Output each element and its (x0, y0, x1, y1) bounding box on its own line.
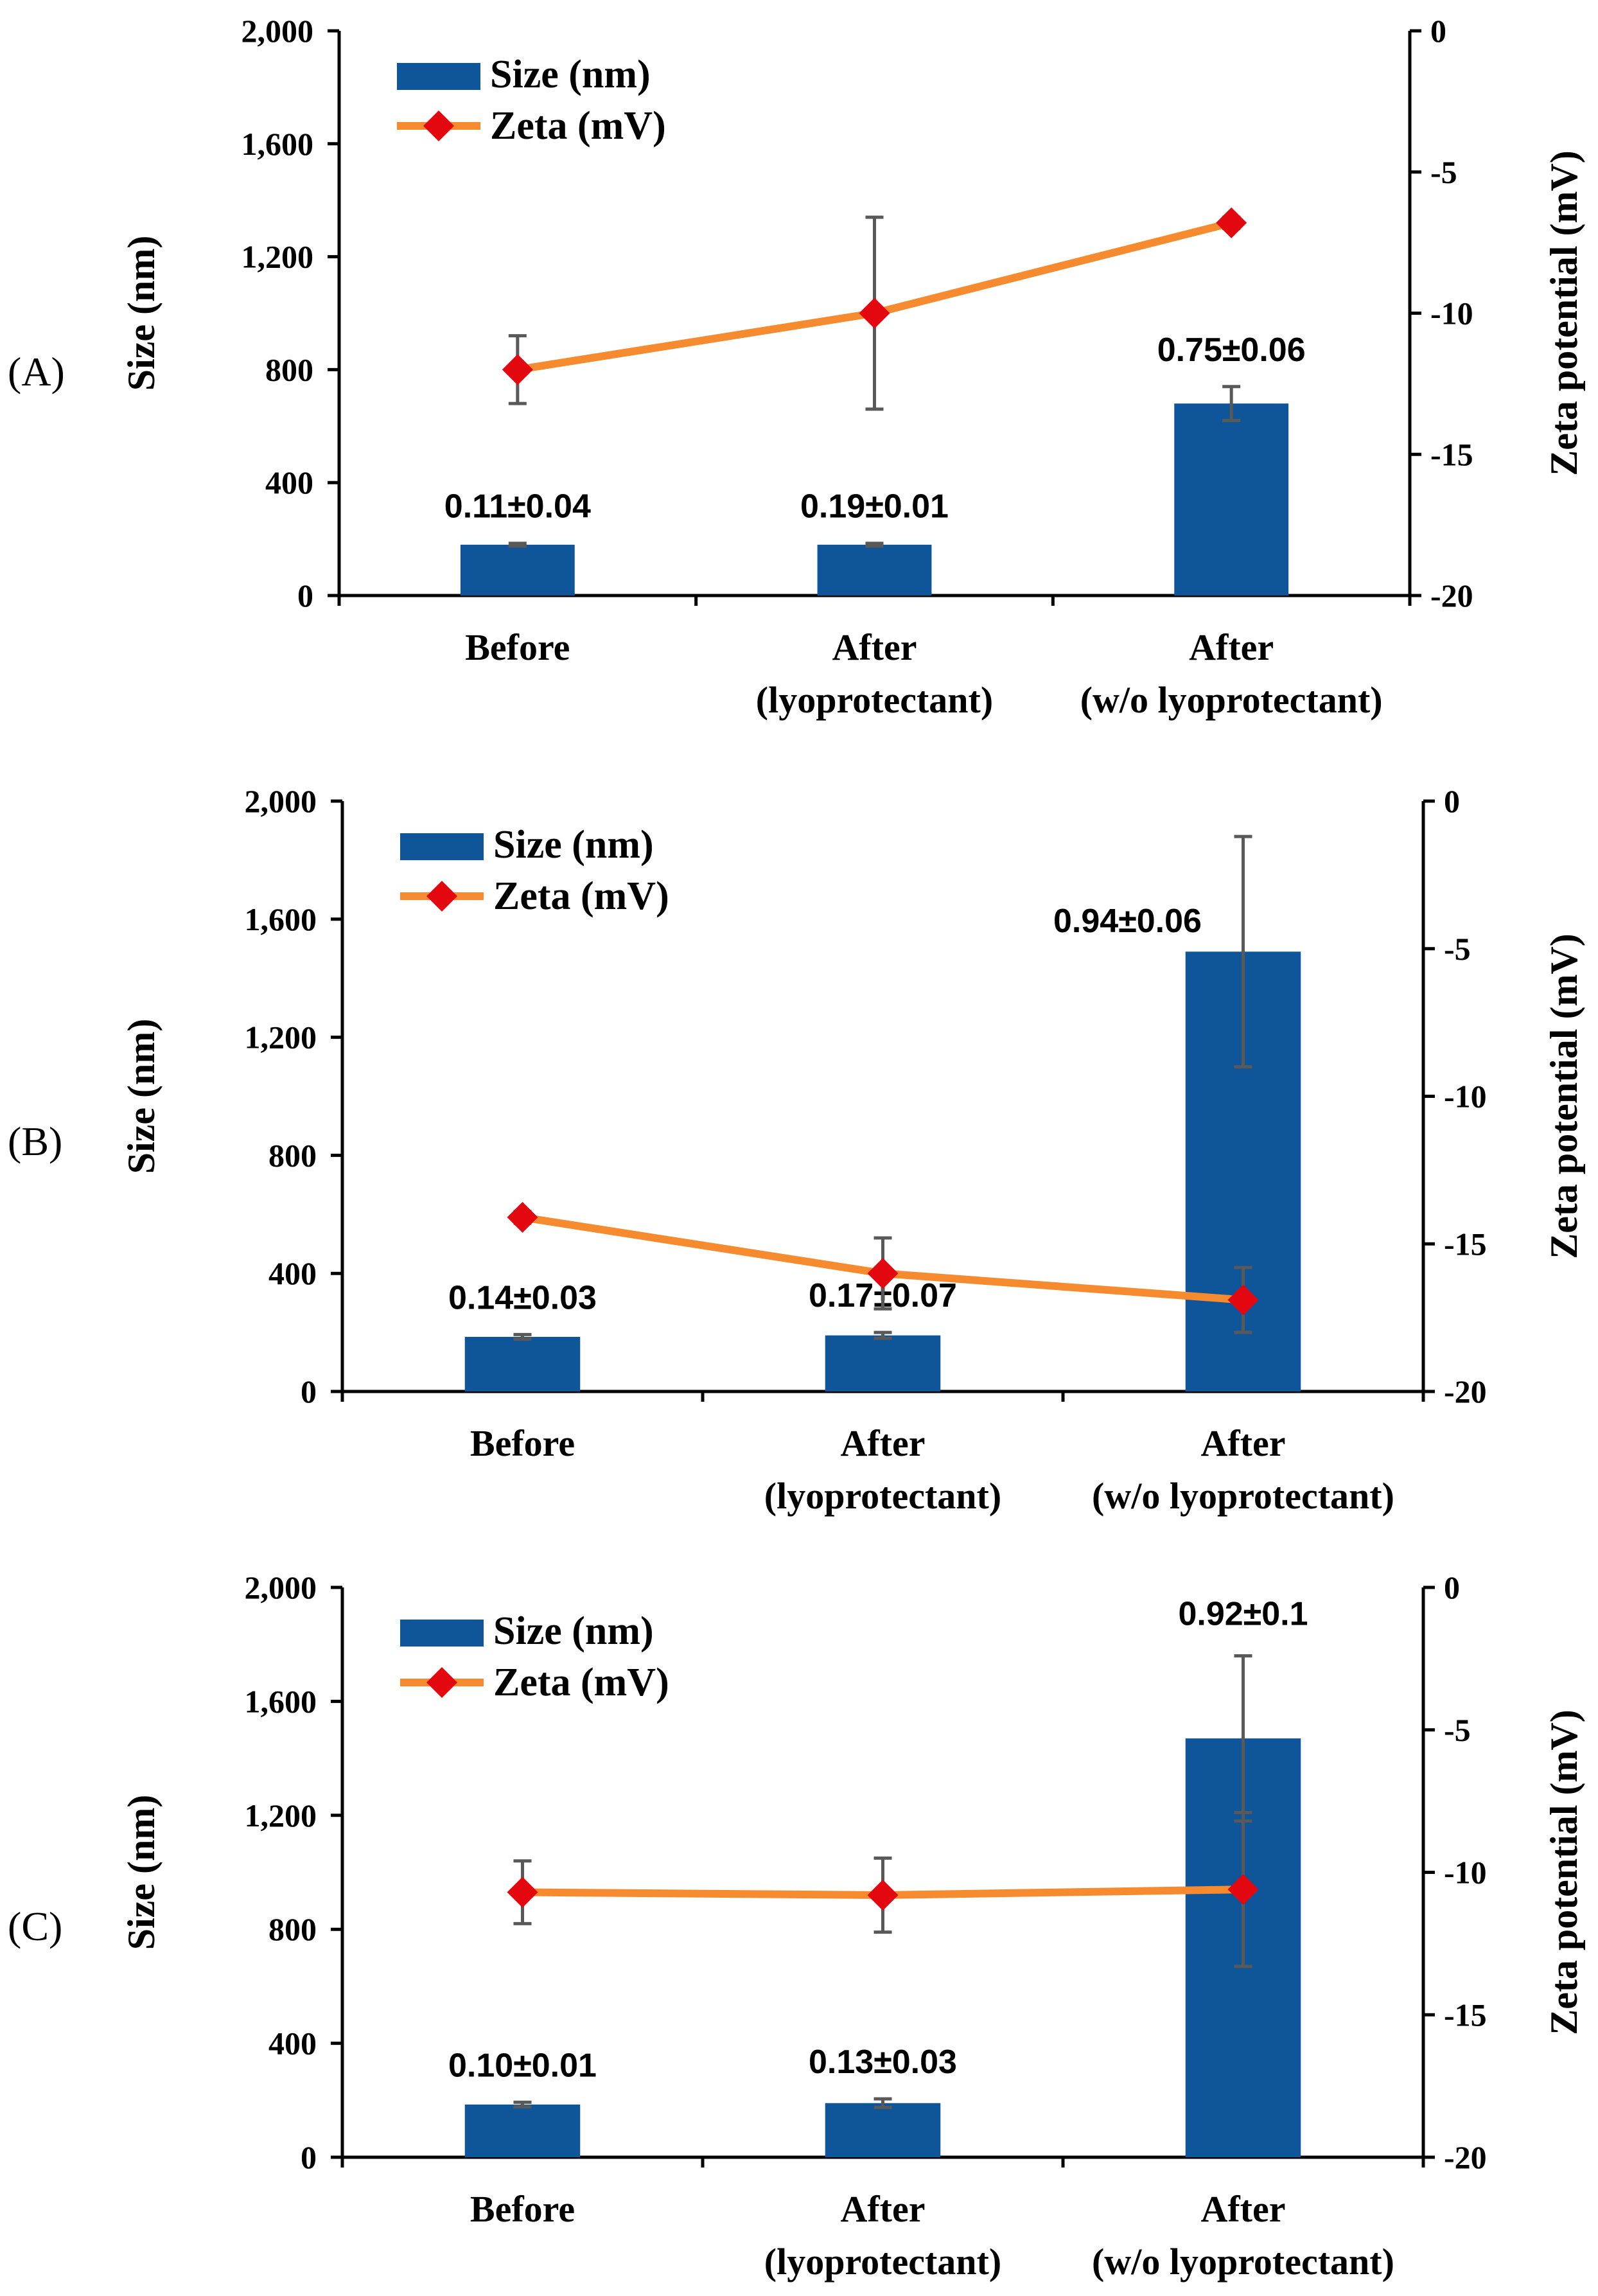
y-tick-label-right: 0 (1444, 783, 1460, 819)
size-bar (817, 544, 932, 596)
y-tick-label-left: 800 (265, 351, 313, 387)
chart-panel-a: (A) 0 400 800 1,200 1,600 2,000 -20 -15 -10 -5 0 Siz… (8, 13, 1585, 721)
x-category-label: (lyoprotectant) (756, 679, 993, 721)
pdi-annotation: 0.11±0.04 (444, 488, 591, 525)
y-tick-label-left: 2,000 (245, 1569, 317, 1605)
size-bar (825, 1335, 941, 1391)
x-category-label: After (1200, 1422, 1285, 1464)
y-tick-label-left: 2,000 (241, 13, 314, 49)
legend-label-zeta: Zeta (mV) (490, 104, 666, 148)
y-axis-title-right: Zeta potential (mV) (1543, 1709, 1585, 2035)
x-category-label: (w/o lyoprotectant) (1092, 2241, 1394, 2283)
zeta-marker (1227, 1284, 1259, 1316)
legend-swatch-size (397, 63, 480, 90)
y-tick-label-left: 400 (268, 2026, 317, 2062)
y-tick-label-left: 400 (268, 1255, 317, 1291)
x-category-label: After (1200, 2188, 1285, 2230)
chart-panel-c: (C) 0 400 800 1,200 1,600 2,000 -20 -15 -10 -5 0 Siz… (8, 1569, 1585, 2283)
y-tick-label-right: -20 (1430, 578, 1473, 614)
y-tick-label-left: 0 (297, 578, 313, 614)
legend-swatch-size (400, 833, 484, 860)
y-tick-label-left: 0 (301, 2139, 317, 2175)
size-bar (460, 544, 575, 596)
panel-label: (B) (8, 1118, 62, 1164)
x-category-label: After (832, 626, 917, 668)
y-tick-label-left: 1,600 (245, 901, 317, 937)
legend-label-zeta: Zeta (mV) (493, 874, 669, 918)
zeta-marker (1227, 1874, 1259, 1905)
legend-swatch-size (400, 1620, 484, 1647)
y-tick-label-right: -20 (1444, 2139, 1487, 2175)
y-tick-label-right: -10 (1430, 296, 1473, 331)
pdi-annotation: 0.13±0.03 (809, 2044, 957, 2081)
x-category-label: (w/o lyoprotectant) (1080, 679, 1383, 721)
size-bar (464, 1336, 581, 1391)
zeta-marker (507, 1201, 538, 1233)
panel-label: (C) (8, 1903, 62, 1949)
y-axis-title-left: Size (nm) (120, 236, 162, 391)
y-tick-label-left: 1,600 (241, 126, 314, 162)
y-tick-label-left: 1,200 (241, 239, 314, 275)
pdi-annotation: 0.94±0.06 (1053, 903, 1202, 940)
y-tick-label-left: 2,000 (245, 783, 317, 819)
legend-label-size: Size (nm) (493, 823, 654, 867)
zeta-marker (507, 1877, 538, 1908)
size-bar (464, 2104, 581, 2157)
pdi-annotation: 0.92±0.1 (1178, 1595, 1308, 1632)
x-category-label: Before (465, 626, 570, 668)
y-axis-title-left: Size (nm) (120, 1795, 162, 1950)
size-bar (1174, 403, 1289, 596)
zeta-marker (867, 1258, 899, 1289)
pdi-annotation: 0.14±0.03 (448, 1279, 597, 1316)
legend-swatch-zeta-marker (426, 1667, 457, 1698)
y-tick-label-right: -10 (1444, 1079, 1487, 1115)
y-tick-label-right: -5 (1444, 931, 1471, 967)
y-tick-label-right: 0 (1444, 1569, 1460, 1605)
y-tick-label-right: -15 (1444, 1997, 1487, 2033)
x-category-label: Before (470, 1422, 575, 1464)
y-axis-title-right: Zeta potential (mV) (1543, 150, 1585, 476)
x-category-label: (lyoprotectant) (764, 1475, 1001, 1517)
x-category-label: (w/o lyoprotectant) (1092, 1475, 1394, 1517)
legend-label-size: Size (nm) (490, 53, 651, 96)
y-tick-label-left: 0 (301, 1373, 317, 1409)
pdi-annotation: 0.10±0.01 (448, 2047, 597, 2084)
zeta-marker (1216, 207, 1247, 238)
legend-swatch-zeta-marker (423, 110, 454, 141)
chart-panel-b: (B) 0 400 800 1,200 1,600 2,000 -20 -15 -10 -5 0 Siz… (8, 783, 1585, 1517)
panel-label: (A) (8, 349, 65, 394)
zeta-marker (867, 1879, 899, 1911)
y-tick-label-right: -20 (1444, 1373, 1487, 1409)
y-tick-label-right: -5 (1430, 154, 1457, 190)
y-tick-label-right: -5 (1444, 1712, 1471, 1748)
y-tick-label-left: 1,600 (245, 1683, 317, 1719)
y-tick-label-left: 1,200 (245, 1020, 317, 1055)
y-axis-title-right: Zeta potential (mV) (1543, 933, 1585, 1259)
x-category-label: Before (470, 2188, 575, 2230)
zeta-marker (502, 354, 533, 385)
x-category-label: (lyoprotectant) (764, 2241, 1001, 2283)
y-tick-label-left: 1,200 (245, 1797, 317, 1833)
pdi-annotation: 0.75±0.06 (1157, 331, 1306, 369)
y-tick-label-right: -10 (1444, 1855, 1487, 1891)
x-category-label: After (840, 1422, 925, 1464)
y-tick-label-right: -15 (1430, 436, 1473, 472)
y-tick-label-right: -15 (1444, 1226, 1487, 1262)
legend-label-size: Size (nm) (493, 1609, 654, 1653)
y-tick-label-left: 800 (268, 1137, 317, 1173)
y-tick-label-right: 0 (1430, 13, 1446, 49)
x-category-label: After (1189, 626, 1274, 668)
y-axis-title-left: Size (nm) (120, 1019, 162, 1174)
legend-label-zeta: Zeta (mV) (493, 1661, 669, 1704)
y-tick-label-left: 400 (265, 464, 313, 500)
pdi-annotation: 0.19±0.01 (800, 488, 949, 525)
y-tick-label-left: 800 (268, 1911, 317, 1947)
size-bar (825, 2103, 941, 2157)
legend-swatch-zeta-marker (426, 881, 457, 912)
x-category-label: After (840, 2188, 925, 2230)
zeta-marker (859, 297, 890, 329)
